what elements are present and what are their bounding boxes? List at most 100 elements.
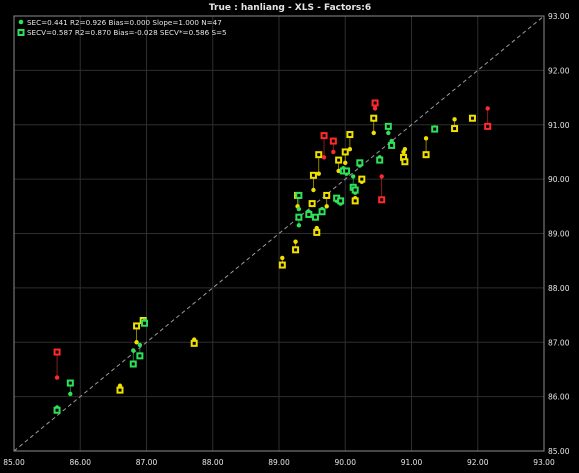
calibration-point [423,136,429,141]
calibration-point [316,171,321,176]
cross-validation-point-inner [486,124,490,128]
cross-validation-point-inner [307,212,311,216]
x-tick-label: 93.00 [533,458,555,467]
y-tick-labels: 85.00 86.00 87.00 88.00 89.00 90.00 91.00 92.00… [548,12,570,456]
calibration-point [321,155,327,160]
calibration-point [296,206,302,212]
calibration-point [280,255,285,261]
x-tick-label: 92.00 [467,458,489,467]
y-tick-label: 86.00 [548,393,570,402]
cross-validation-point-inner [348,133,352,137]
cross-validation-point-inner [358,161,362,165]
calibration-point [402,147,408,152]
calibration-point [293,239,298,244]
calibration-point [68,391,73,397]
calibration-point [311,187,316,193]
legend-label-sec: SEC=0.441 R2=0.926 Bias=0.000 Slope=1.00… [27,18,222,27]
calibration-point [343,160,348,166]
calibration-point [351,174,356,179]
x-tick-label: 86.00 [70,458,92,467]
legend-dot-marker [18,19,24,25]
x-tick-label: 88.00 [202,458,224,467]
cross-validation-point-inner [343,150,347,154]
cross-validation-point-inner [297,215,301,219]
x-tick-labels: 85.00 86.00 87.00 88.00 89.00 90.00 91.00 92.00… [3,458,555,467]
cross-validation-point-inner [360,177,364,181]
cross-validation-point-inner [192,341,196,345]
cross-validation-point-inner [337,158,341,162]
grid [14,16,544,451]
cross-validation-point-inner [315,230,319,234]
y-tick-label: 93.00 [548,12,570,21]
calibration-point [347,147,353,152]
cross-validation-point-inner [402,155,406,159]
calibration-point [296,223,302,228]
calibration-point [485,106,490,111]
cross-validation-point-inner [118,388,122,392]
calibration-point [371,130,376,136]
cross-validation-point-inner [403,160,407,164]
legend-square-inner [19,31,23,34]
calibration-point [336,168,341,174]
cross-validation-point-inner [322,134,326,138]
cross-validation-point-inner [345,169,349,173]
y-tick-label: 87.00 [548,338,570,347]
calibration-point [54,375,60,380]
cross-validation-point-inner [373,101,377,105]
calibration-point [386,130,391,136]
y-tick-label: 91.00 [548,121,570,130]
y-tick-label: 92.00 [548,66,570,75]
chart-title: True : hanliang - XLS - Factors:6 [209,3,371,13]
cross-validation-point-inner [68,381,72,385]
cross-validation-point-inner [313,215,317,219]
cross-validation-point-inner [135,324,139,328]
cross-validation-point-inner [390,143,394,147]
y-tick-label: 89.00 [548,230,570,239]
calibration-point [324,204,329,209]
cross-validation-point-inner [55,408,59,412]
data-points [53,99,492,414]
cross-validation-point-inner [297,193,301,197]
cross-validation-point-inner [433,127,437,131]
x-tick-label: 87.00 [136,458,158,467]
y-tick-label: 85.00 [548,447,570,456]
cross-validation-point-inner [138,354,142,358]
cross-validation-point-inner [380,198,384,202]
calibration-point [452,117,457,122]
cross-validation-point-inner [294,248,298,252]
identity-line [13,15,545,452]
cross-validation-point-inner [353,199,357,203]
cross-validation-point-inner [470,116,474,120]
plot-frame [13,15,545,452]
cross-validation-point-inner [55,350,59,354]
x-tick-label: 85.00 [3,458,25,467]
calibration-point [137,342,143,348]
cross-validation-point-inner [320,210,324,214]
cross-validation-point-inner [339,199,343,203]
cross-validation-point-inner [317,153,321,157]
cross-validation-point-inner [131,362,135,366]
y-tick-label: 88.00 [548,284,570,293]
y-tick-label: 90.00 [548,175,570,184]
calibration-point [379,174,384,179]
cross-validation-point-inner [280,263,284,267]
cross-validation-point-inner [372,116,376,120]
cross-validation-point-inner [378,158,382,162]
cross-validation-point-inner [311,173,315,177]
calibration-point [131,348,136,353]
cross-validation-point-inner [325,193,329,197]
calibration-point [372,106,378,111]
legend-label-secv: SECV=0.587 R2=0.870 Bias=-0.028 SECV*=0.… [27,28,227,37]
calibration-point [331,149,336,155]
x-tick-label: 91.00 [401,458,423,467]
cross-validation-point-inner [386,124,390,128]
cross-validation-point-inner [353,188,357,192]
x-tick-label: 89.00 [268,458,290,467]
calibration-point [134,340,139,345]
cross-validation-point-inner [335,196,339,200]
cross-validation-point-inner [331,139,335,143]
cross-validation-point-inner [143,321,147,325]
cross-validation-point-inner [424,153,428,157]
